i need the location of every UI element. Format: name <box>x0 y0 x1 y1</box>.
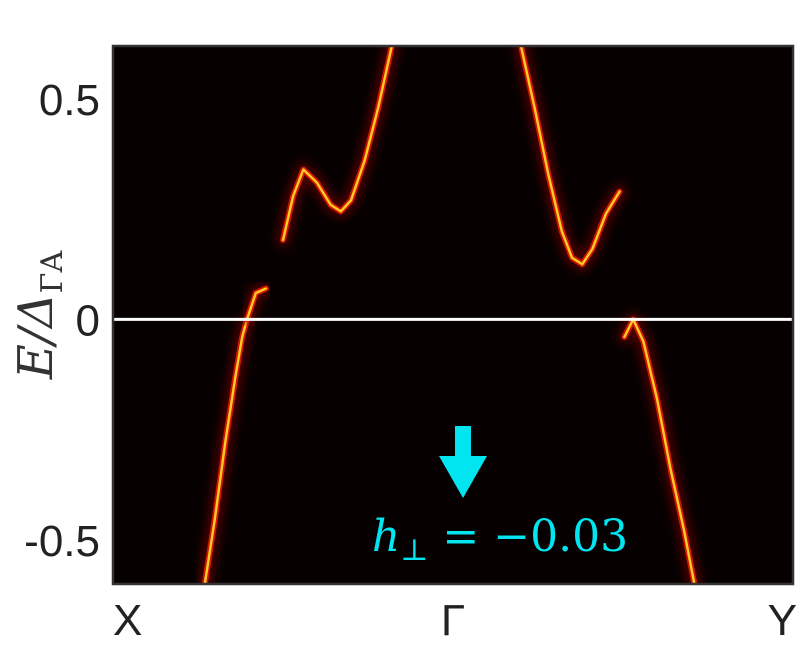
band-line-0-layer-2 <box>203 318 249 584</box>
y-tick-label-1: 0 <box>76 296 100 345</box>
spectral-bands <box>197 46 702 584</box>
down-arrow-icon <box>439 426 487 498</box>
x-tick-label-2: Y <box>768 596 797 645</box>
field-annotation: h⊥ = −0.03 <box>372 511 628 568</box>
y-tick-labels: 0.5 0 -0.5 <box>24 76 100 566</box>
band-line-2-layer-2 <box>281 46 393 242</box>
y-tick-label-2: -0.5 <box>24 517 100 566</box>
y-tick-label-0: 0.5 <box>39 76 100 125</box>
x-tick-label-0: X <box>113 596 142 645</box>
x-tick-label-1: Γ <box>441 596 465 645</box>
band-line-3-layer-2 <box>519 46 621 266</box>
band-line-1-layer-2 <box>245 287 268 321</box>
plot-frame <box>111 44 795 586</box>
y-axis-title: E/ΔΓA <box>8 250 70 380</box>
